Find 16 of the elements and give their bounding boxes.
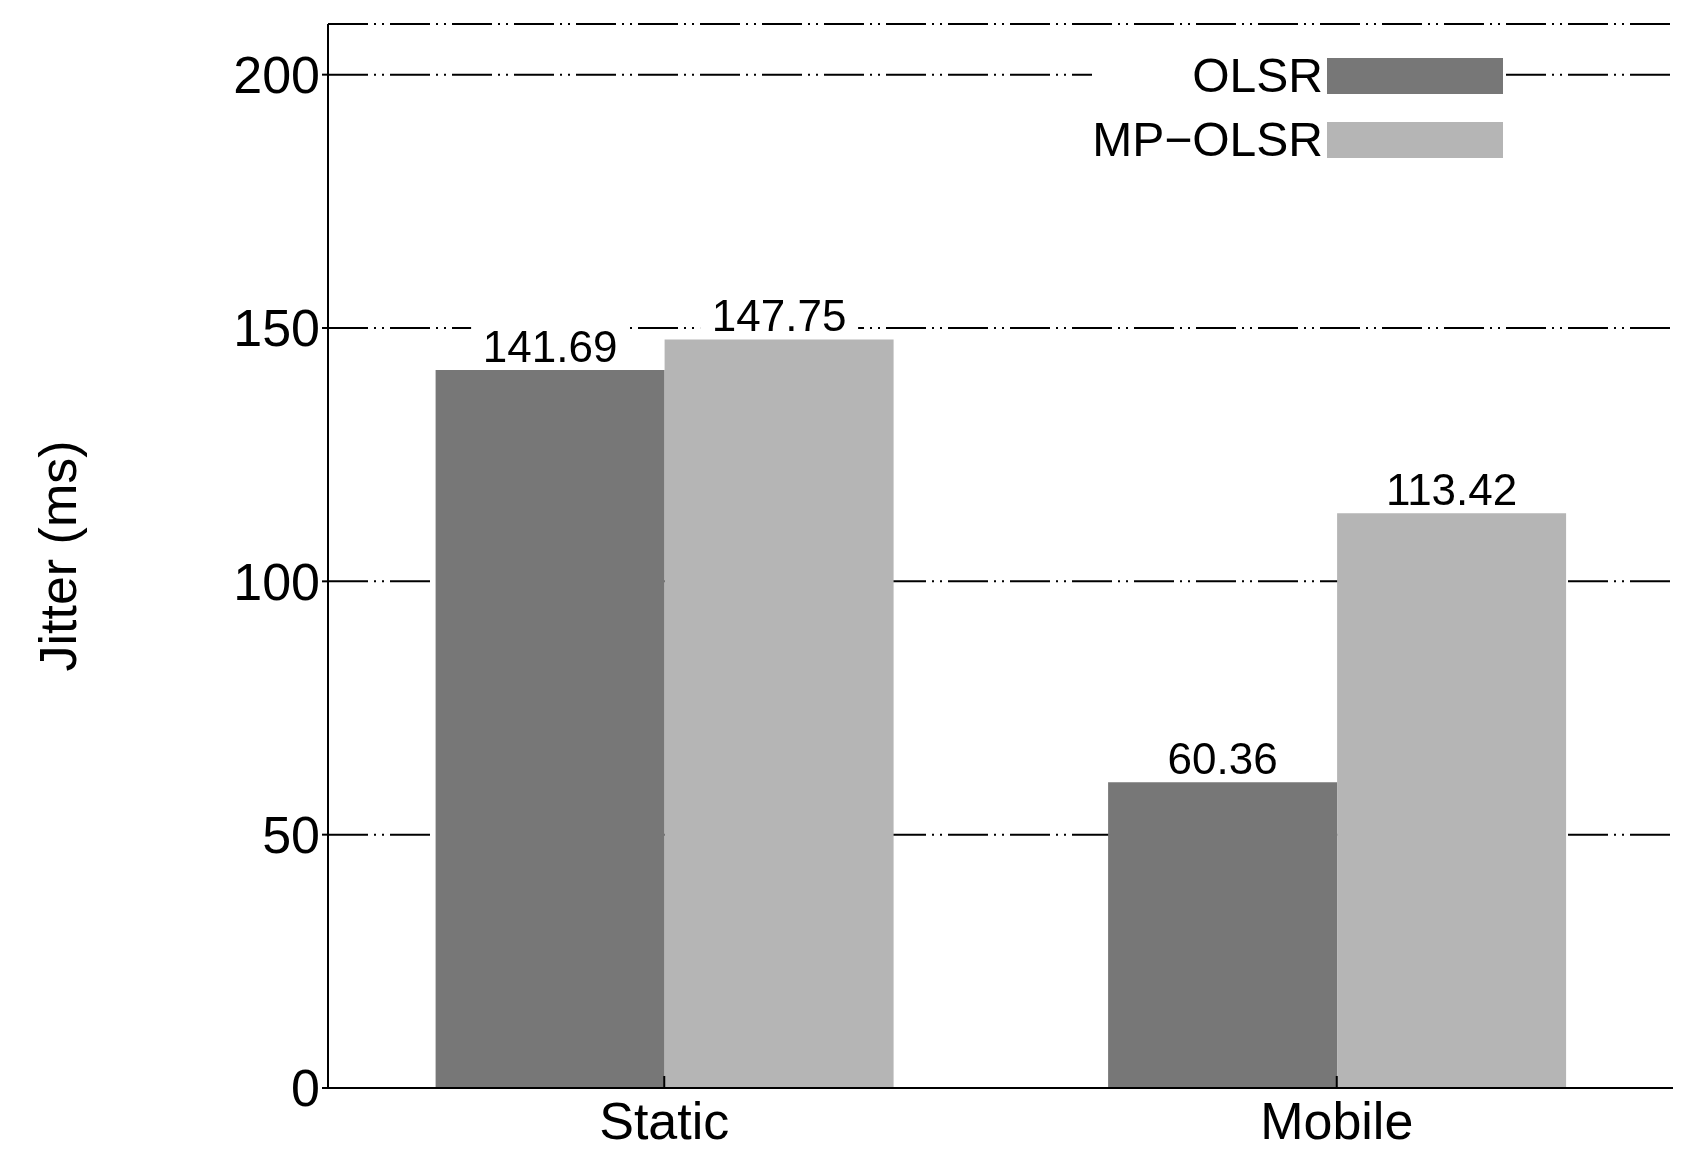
y-axis-title: Jitter (ms) [29, 440, 88, 672]
bar [435, 370, 665, 1088]
data-label: 141.69 [482, 322, 618, 372]
y-tick-label: 200 [233, 46, 320, 105]
y-tick-label: 0 [291, 1059, 320, 1118]
y-tick-label: 50 [262, 806, 320, 865]
legend-label: OLSR [1192, 48, 1323, 104]
y-tick-label: 150 [233, 299, 320, 358]
x-tick-label: Mobile [1260, 1091, 1414, 1150]
data-label: 147.75 [711, 291, 847, 341]
x-tick-label: Static [599, 1091, 730, 1150]
data-label: 60.36 [1167, 734, 1278, 784]
legend-label: MP−OLSR [1092, 112, 1323, 168]
y-tick-label: 100 [233, 552, 320, 611]
data-label: 113.42 [1385, 465, 1518, 515]
bar [664, 339, 894, 1088]
